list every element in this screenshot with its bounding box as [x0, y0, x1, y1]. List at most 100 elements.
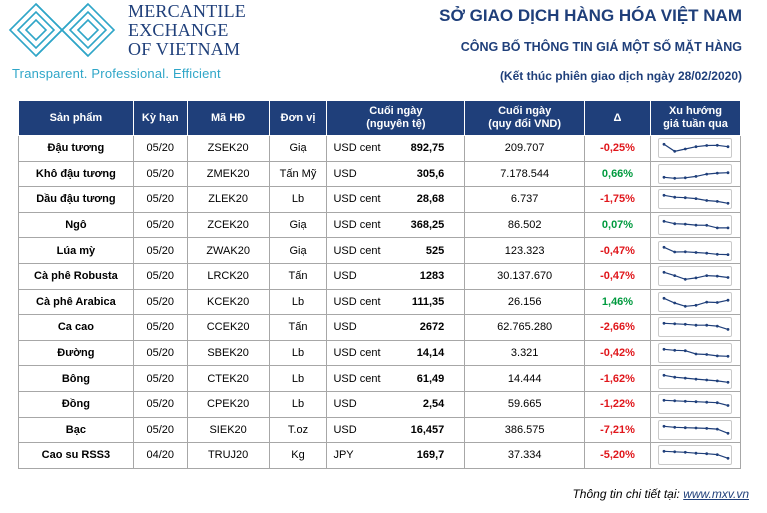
trend-point: [673, 322, 677, 326]
code-cell: SBEK20: [186, 339, 270, 367]
unit-cell: T.oz: [268, 416, 328, 444]
close-vnd-cell: 59.665: [464, 390, 586, 418]
trend-point: [663, 296, 666, 300]
unit-cell: Lb: [268, 339, 328, 367]
trend-cell: [649, 186, 742, 213]
close-value: 368,25: [410, 219, 445, 232]
trend-cell: [649, 160, 742, 188]
close-value: 111,35: [411, 295, 445, 308]
trend-point: [684, 426, 688, 429]
change-cell: 0,07%: [584, 211, 651, 239]
close-native-cell: JPY 169,7: [326, 442, 466, 469]
trend-cell: [649, 262, 742, 290]
table-row: Ngô 05/20 ZCEK20 Giạ USD cent 368,25 86.502 0,0…: [18, 211, 742, 239]
term-cell: 05/20: [132, 339, 188, 367]
trend-point: [727, 202, 730, 206]
trend-sparkline: [658, 215, 733, 236]
trend-point: [695, 145, 698, 149]
code-cell: ZSEK20: [186, 135, 270, 162]
product-cell: Cao su RSS3: [18, 442, 134, 469]
trend-point: [705, 324, 709, 328]
code-cell: CTEK20: [186, 365, 270, 392]
unit-cell: Lb: [268, 365, 328, 392]
term-cell: 05/20: [132, 365, 188, 392]
session-note: (Kết thúc phiên giao dịch ngày 28/02/202…: [499, 69, 742, 83]
trend-point: [684, 304, 688, 308]
trend-point: [705, 353, 709, 356]
trend-sparkline: [658, 189, 733, 210]
code-cell: TRUJ20: [186, 442, 270, 469]
trend-point: [684, 400, 688, 403]
trend-point: [705, 223, 709, 227]
product-cell: Bông: [18, 365, 134, 392]
trend-point: [663, 143, 666, 146]
trend-point: [663, 219, 666, 223]
change-cell: -7,21%: [584, 416, 651, 444]
currency-label: USD cent: [333, 142, 381, 155]
trend-point: [727, 171, 730, 174]
table-row: Dầu đậu tương 05/20 ZLEK20 Lb USD cent 28,68 6…: [18, 186, 742, 213]
code-cell: CPEK20: [186, 390, 270, 418]
trend-point: [727, 457, 730, 461]
trend-point: [673, 176, 677, 180]
unit-cell: Tấn: [268, 314, 328, 341]
code-cell: CCEK20: [186, 314, 270, 341]
footer-link[interactable]: www.mxv.vn: [683, 487, 749, 501]
product-cell: Dầu đậu tương: [18, 186, 134, 213]
change-cell: 0,66%: [584, 160, 651, 188]
trend-sparkline: [658, 266, 733, 287]
code-cell: KCEK20: [186, 288, 270, 316]
footer-info: Thông tin chi tiết tại: www.mxv.vn: [572, 487, 749, 501]
trend-sparkline: [658, 317, 733, 338]
unit-cell: Giạ: [268, 135, 328, 162]
close-native-cell: USD cent 61,49: [326, 365, 466, 392]
term-cell: 05/20: [132, 314, 188, 341]
close-vnd-cell: 14.444: [464, 365, 586, 392]
product-cell: Bạc: [18, 416, 134, 444]
close-vnd-cell: 30.137.670: [464, 262, 586, 290]
currency-label: USD: [333, 423, 357, 436]
trend-point: [684, 250, 688, 253]
trend-point: [684, 278, 688, 281]
trend-point: [727, 145, 730, 149]
trend-point: [705, 378, 709, 382]
trend-cell: [649, 237, 742, 264]
trend-point: [727, 328, 730, 332]
close-native-cell: USD 305,6: [326, 160, 466, 188]
term-cell: 05/20: [132, 262, 188, 290]
trend-point: [727, 431, 730, 435]
trend-cell: [649, 339, 742, 367]
table-row: Cao su RSS3 04/20 TRUJ20 Kg JPY 169,7 37.334 -5…: [18, 442, 742, 469]
trend-point: [663, 271, 666, 274]
trend-point: [673, 450, 677, 454]
col-header-trend: Xu hướng giá tuần qua: [649, 100, 742, 136]
currency-label: USD cent: [333, 295, 381, 308]
close-native-cell: USD 2,54: [326, 390, 466, 418]
brand-tagline: Transparent. Professional. Efficient: [12, 66, 221, 81]
code-cell: ZMEK20: [186, 160, 270, 188]
product-cell: Lúa mỳ: [18, 237, 134, 264]
trend-sparkline: [658, 445, 733, 466]
trend-point: [663, 450, 666, 454]
trend-point: [716, 354, 720, 358]
trend-point: [673, 375, 677, 379]
trend-point: [695, 426, 698, 430]
trend-sparkline: [658, 163, 733, 184]
col-header-term: Kỳ hạn: [132, 100, 188, 136]
currency-label: USD cent: [333, 219, 381, 232]
trend-point: [727, 276, 730, 280]
trend-cell: [649, 314, 742, 341]
trend-point: [695, 223, 698, 227]
product-cell: Đồng: [18, 390, 134, 418]
unit-cell: Tấn: [268, 262, 328, 290]
unit-cell: Giạ: [268, 237, 328, 264]
brand-name-line-3: OF VIETNAM: [128, 39, 241, 59]
page-title: SỞ GIAO DỊCH HÀNG HÓA VIỆT NAM: [439, 6, 742, 25]
price-table: Sản phẩm Kỳ hạn Mã HĐ Đơn vị Cuối ngày (n…: [18, 100, 742, 469]
trend-point: [716, 427, 720, 431]
trend-point: [716, 401, 720, 405]
term-cell: 05/20: [132, 416, 188, 444]
col-header-code: Mã HĐ: [186, 100, 270, 136]
trend-point: [716, 274, 720, 278]
currency-label: USD: [333, 270, 357, 283]
